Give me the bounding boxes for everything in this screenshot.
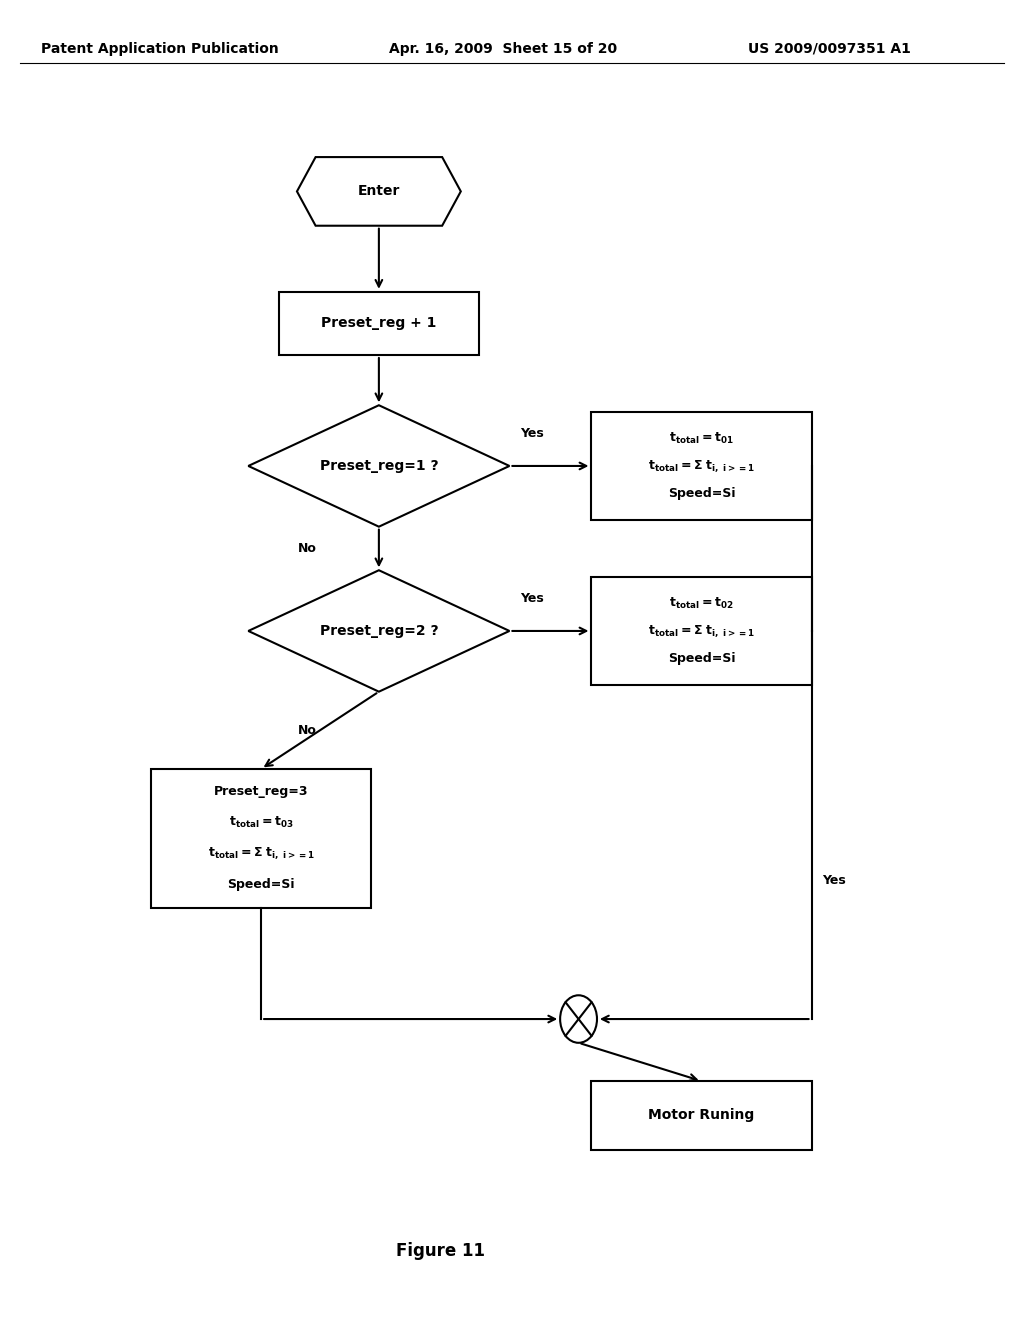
Text: No: No: [298, 543, 316, 554]
Text: $\mathbf{t_{total}=\Sigma\ t_{i,\ i>=1}}$: $\mathbf{t_{total}=\Sigma\ t_{i,\ i>=1}}…: [648, 623, 755, 639]
Text: $\mathbf{t_{total}=t_{02}}$: $\mathbf{t_{total}=t_{02}}$: [669, 595, 734, 611]
Text: $\mathbf{t_{total}=\Sigma\ t_{i,\ i>=1}}$: $\mathbf{t_{total}=\Sigma\ t_{i,\ i>=1}}…: [208, 846, 314, 862]
Text: Yes: Yes: [519, 591, 544, 605]
Text: Speed=Si: Speed=Si: [668, 487, 735, 500]
Text: Speed=Si: Speed=Si: [668, 652, 735, 665]
Text: Yes: Yes: [822, 874, 846, 887]
Text: Preset_reg=2 ?: Preset_reg=2 ?: [319, 624, 438, 638]
Bar: [279, 292, 478, 355]
Text: Yes: Yes: [519, 426, 544, 440]
Text: Figure 11: Figure 11: [396, 1242, 484, 1261]
Text: Motor Runing: Motor Runing: [648, 1109, 755, 1122]
Text: Preset_reg + 1: Preset_reg + 1: [322, 317, 436, 330]
Bar: [592, 412, 811, 520]
Text: Enter: Enter: [357, 185, 400, 198]
Text: Patent Application Publication: Patent Application Publication: [41, 42, 279, 55]
Text: $\mathbf{t_{total}=t_{01}}$: $\mathbf{t_{total}=t_{01}}$: [669, 430, 734, 446]
Text: No: No: [298, 723, 316, 737]
Text: US 2009/0097351 A1: US 2009/0097351 A1: [748, 42, 910, 55]
Text: Speed=Si: Speed=Si: [227, 878, 295, 891]
Bar: [592, 1081, 811, 1150]
Text: Apr. 16, 2009  Sheet 15 of 20: Apr. 16, 2009 Sheet 15 of 20: [389, 42, 617, 55]
Bar: [152, 768, 372, 908]
Text: $\mathbf{t_{total}=t_{03}}$: $\mathbf{t_{total}=t_{03}}$: [228, 816, 294, 830]
Bar: [592, 577, 811, 685]
Text: $\mathbf{t_{total}=\Sigma\ t_{i,\ i>=1}}$: $\mathbf{t_{total}=\Sigma\ t_{i,\ i>=1}}…: [648, 458, 755, 474]
Text: Preset_reg=3: Preset_reg=3: [214, 785, 308, 799]
Text: Preset_reg=1 ?: Preset_reg=1 ?: [319, 459, 438, 473]
